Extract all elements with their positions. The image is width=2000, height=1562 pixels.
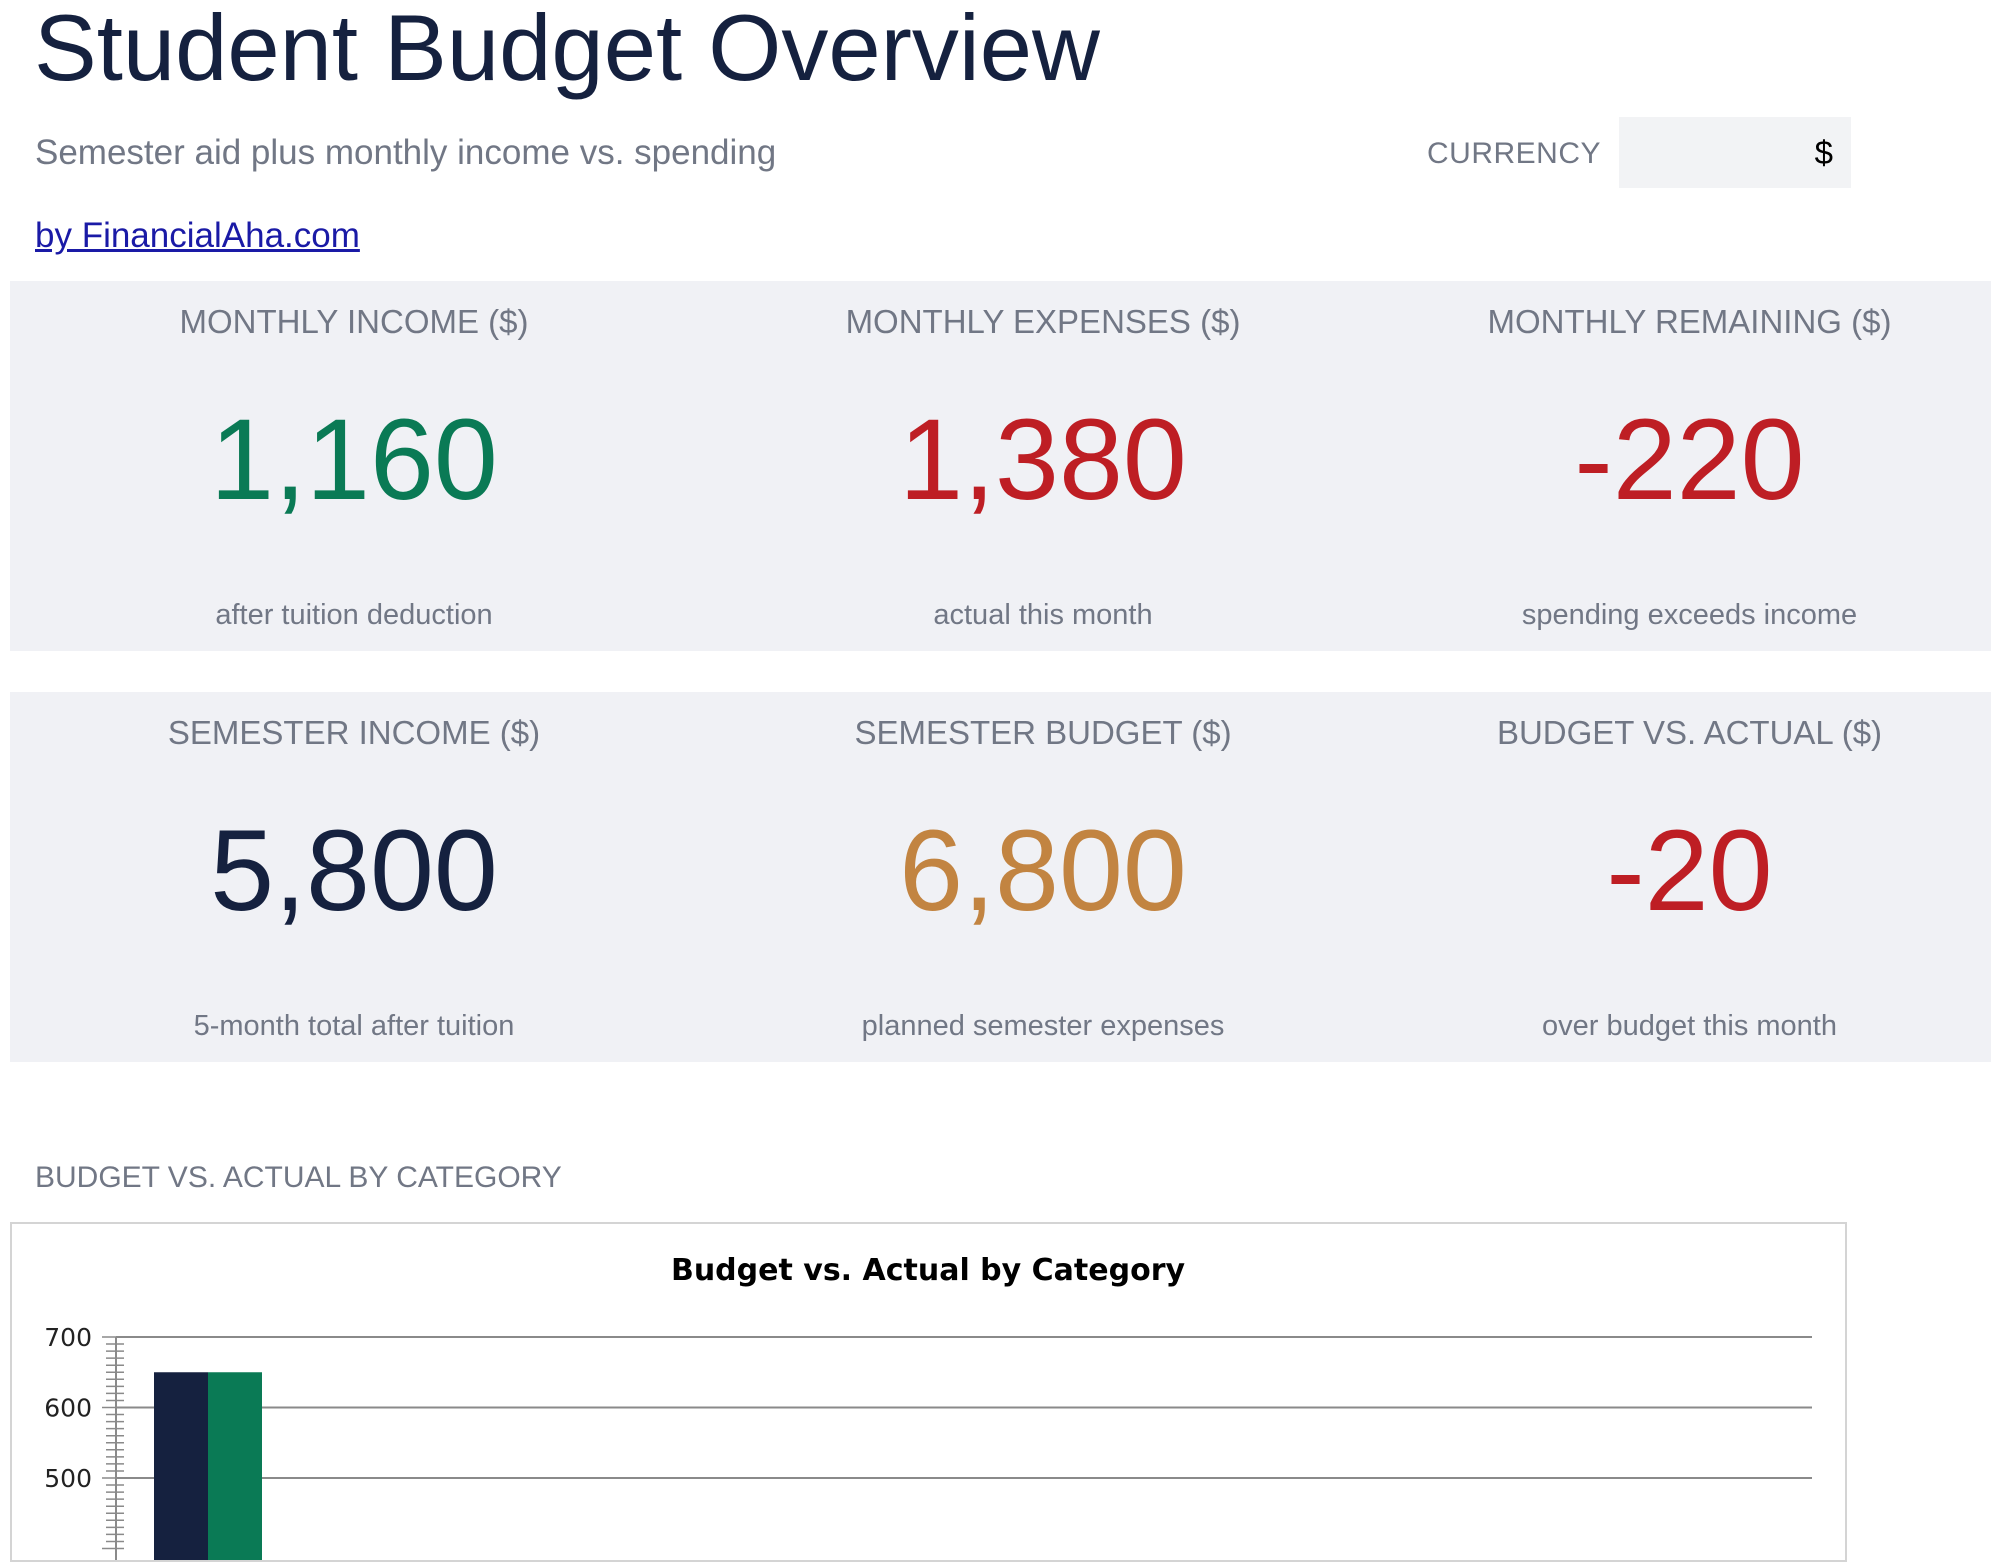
kpi-label: MONTHLY EXPENSES ($)	[845, 303, 1241, 340]
page-subtitle: Semester aid plus monthly income vs. spe…	[35, 133, 777, 172]
kpi-note: over budget this month	[1541, 1010, 1837, 1042]
kpi-note: spending exceeds income	[1521, 599, 1858, 631]
semester-budget-card: SEMESTER BUDGET ($) 6,800 planned semest…	[698, 692, 1388, 1062]
currency-input[interactable]: $	[1619, 117, 1851, 188]
kpi-value: 5,800	[210, 807, 498, 935]
bar-series-1	[154, 1372, 208, 1560]
budget-vs-actual-card: BUDGET VS. ACTUAL ($) -20 over budget th…	[1388, 692, 1991, 1062]
kpi-note: after tuition deduction	[215, 599, 493, 631]
monthly-kpi-panel: MONTHLY INCOME ($) 1,160 after tuition d…	[10, 281, 1991, 651]
kpi-label: BUDGET VS. ACTUAL ($)	[1496, 714, 1883, 751]
financialaha-link[interactable]: by FinancialAha.com	[35, 216, 360, 255]
y-tick-label: 600	[44, 1394, 92, 1423]
semester-kpi-panel: SEMESTER INCOME ($) 5,800 5-month total …	[10, 692, 1991, 1062]
kpi-value: 1,380	[899, 396, 1187, 524]
kpi-label: SEMESTER BUDGET ($)	[854, 714, 1232, 751]
kpi-label: SEMESTER INCOME ($)	[167, 714, 541, 751]
monthly-expenses-card: MONTHLY EXPENSES ($) 1,380 actual this m…	[698, 281, 1388, 651]
kpi-note: planned semester expenses	[861, 1010, 1225, 1042]
chart-section-heading: BUDGET VS. ACTUAL BY CATEGORY	[35, 1161, 562, 1194]
page-title: Student Budget Overview	[34, 0, 1100, 100]
budget-chart: Budget vs. Actual by Category 700 600 500	[44, 1253, 1812, 1560]
kpi-note: 5-month total after tuition	[193, 1010, 515, 1042]
kpi-note: actual this month	[933, 599, 1153, 631]
y-tick-label: 500	[44, 1464, 92, 1493]
kpi-label: MONTHLY REMAINING ($)	[1487, 303, 1892, 340]
bar-series-2	[208, 1372, 262, 1560]
y-tick-label: 700	[44, 1323, 92, 1352]
semester-income-card: SEMESTER INCOME ($) 5,800 5-month total …	[10, 692, 698, 1062]
kpi-label: MONTHLY INCOME ($)	[179, 303, 529, 340]
monthly-income-card: MONTHLY INCOME ($) 1,160 after tuition d…	[10, 281, 698, 651]
kpi-value: -20	[1606, 807, 1773, 935]
monthly-remaining-card: MONTHLY REMAINING ($) -220 spending exce…	[1388, 281, 1991, 651]
kpi-value: 1,160	[210, 396, 498, 524]
kpi-value: 6,800	[899, 807, 1187, 935]
chart-title: Budget vs. Actual by Category	[671, 1253, 1186, 1288]
kpi-value: -220	[1574, 396, 1805, 524]
currency-label: CURRENCY	[1427, 137, 1602, 170]
chart-container[interactable]: Budget vs. Actual by Category 700 600 500	[10, 1222, 1847, 1562]
